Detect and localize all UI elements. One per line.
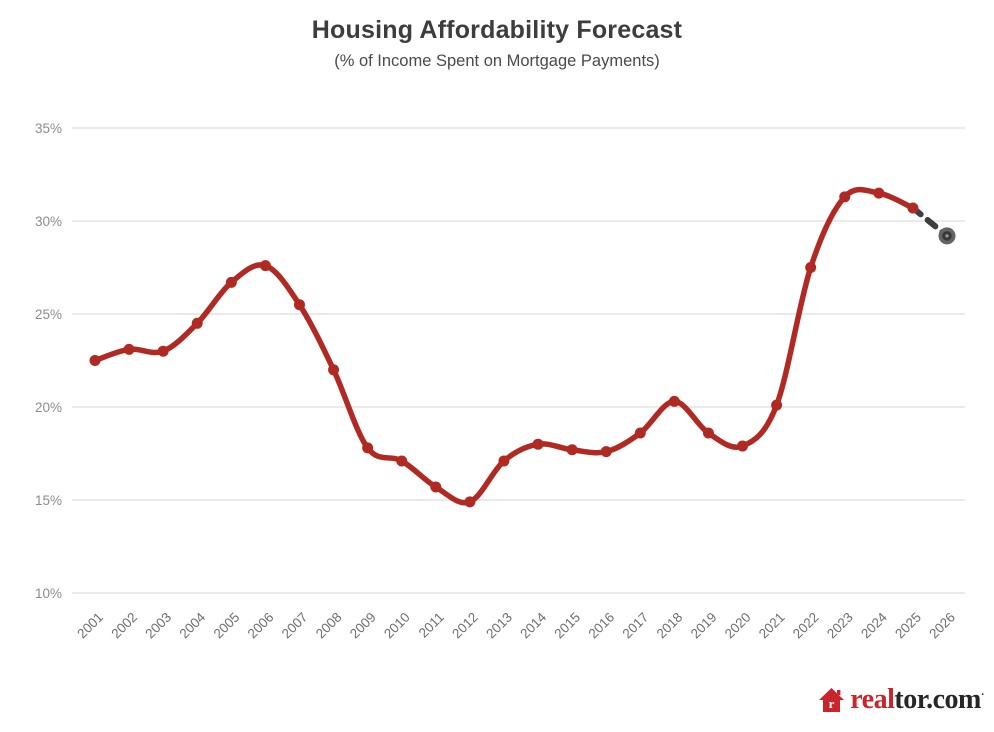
x-axis-labels: 2001 2002 2003 2004 2005 2006 2007 2008 2009 2010… xyxy=(74,609,958,641)
x-tick-label: 2020 xyxy=(722,610,754,642)
x-tick-label: 2018 xyxy=(654,610,686,642)
chart-title: Housing Affordability Forecast xyxy=(311,16,683,44)
x-tick-label: 2012 xyxy=(449,610,481,642)
logo-text-tor: tor.com xyxy=(894,684,981,715)
y-tick-label: 10% xyxy=(35,586,62,601)
data-points xyxy=(89,187,919,508)
x-tick-label: 2006 xyxy=(245,610,277,642)
y-tick-label: 25% xyxy=(35,307,62,322)
gridlines xyxy=(72,127,965,594)
y-axis-labels: 10% 15% 20% 25% 30% 35% xyxy=(35,121,62,601)
y-tick-label: 15% xyxy=(35,493,62,508)
x-tick-label: 2005 xyxy=(211,610,243,642)
x-tick-label: 2009 xyxy=(347,610,379,642)
x-tick-label: 2023 xyxy=(824,610,856,642)
y-tick-label: 30% xyxy=(35,214,62,229)
y-tick-label: 35% xyxy=(35,121,62,136)
x-tick-label: 2010 xyxy=(381,610,413,642)
house-icon: r xyxy=(819,687,845,712)
logo-text-real: real xyxy=(850,684,895,715)
x-tick-label: 2003 xyxy=(142,610,174,642)
x-tick-label: 2017 xyxy=(620,610,652,642)
x-tick-label: 2014 xyxy=(517,609,549,641)
x-tick-label: 2015 xyxy=(551,610,583,642)
x-tick-label: 2025 xyxy=(892,610,924,642)
x-tick-label: 2008 xyxy=(313,610,345,642)
y-tick-label: 20% xyxy=(35,400,62,415)
forecast-point xyxy=(938,227,956,245)
x-tick-label: 2001 xyxy=(74,610,106,642)
x-tick-label: 2019 xyxy=(688,610,720,642)
realtor-logo: r realtor.com· xyxy=(818,686,985,714)
x-tick-label: 2004 xyxy=(177,609,209,641)
x-tick-label: 2021 xyxy=(756,610,788,642)
x-tick-label: 2016 xyxy=(585,610,617,642)
x-tick-label: 2007 xyxy=(279,610,311,642)
chart-subtitle: (% of Income Spent on Mortgage Payments) xyxy=(334,52,660,70)
trademark-dot: · xyxy=(980,688,985,701)
x-tick-label: 2024 xyxy=(858,609,890,641)
x-tick-label: 2011 xyxy=(416,610,447,641)
svg-text:r: r xyxy=(829,696,835,711)
x-tick-label: 2026 xyxy=(926,610,958,642)
x-tick-label: 2002 xyxy=(108,610,140,642)
logo-wordmark: realtor.com· xyxy=(850,686,984,714)
x-tick-label: 2022 xyxy=(790,610,822,642)
x-tick-label: 2013 xyxy=(483,610,515,642)
